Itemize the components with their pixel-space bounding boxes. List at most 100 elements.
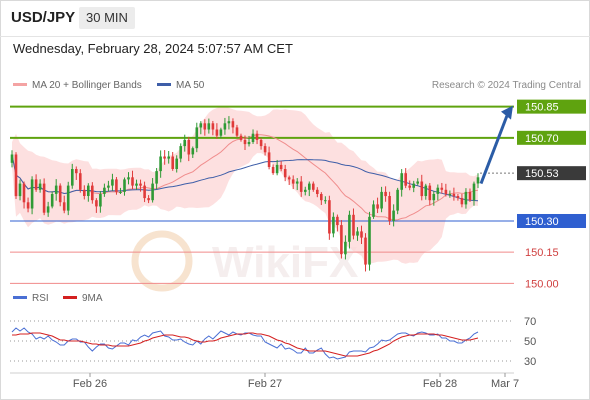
candle-body [111, 179, 114, 186]
candle-body [119, 191, 122, 193]
rsi-swatch-icon [13, 295, 27, 299]
ma9-swatch-icon [63, 295, 77, 299]
candle-body [71, 169, 74, 186]
time-tick-label: Feb 26 [73, 378, 107, 390]
candle-body [396, 189, 399, 211]
forecast-arrow-shaft [479, 115, 509, 185]
watermark-text: WikiFX [212, 238, 358, 287]
candle-body [380, 191, 383, 209]
legend-ma50-label: MA 50 [176, 80, 205, 91]
candle-body [99, 194, 102, 207]
level-label: 150.00 [525, 278, 559, 290]
rsi-tick-label: 30 [524, 356, 536, 368]
candle-body [219, 129, 223, 136]
candle-body [283, 169, 287, 178]
ma50-line [11, 154, 479, 202]
candle-body [324, 200, 327, 202]
bollinger-swatch-icon [13, 82, 27, 86]
rsi-line [11, 327, 479, 360]
candle-body [356, 231, 359, 236]
candle-body [432, 194, 436, 201]
legend-bollinger: MA 20 + Bollinger Bands [13, 80, 142, 91]
candle-body [123, 179, 126, 192]
candle-body [22, 183, 26, 203]
rsi-tick-label: 70 [524, 316, 536, 328]
candle-body [251, 133, 255, 142]
candle-body [316, 189, 319, 194]
forecast-arrowhead-icon [501, 105, 513, 120]
candle-body [295, 181, 299, 184]
candle-body [476, 177, 480, 184]
candle-body [372, 204, 375, 217]
candle-body [34, 179, 38, 190]
candle-body [131, 177, 134, 186]
rsi-ma-line [12, 332, 479, 357]
candle-body [50, 194, 54, 207]
candle-body [46, 206, 50, 213]
candle-body [183, 139, 186, 147]
level-label-box [517, 166, 586, 181]
time-axis: Feb 26 Feb 27 Feb 28 Mar 7 [10, 372, 519, 390]
forecast [479, 105, 513, 185]
level-label: 150.70 [525, 133, 559, 145]
candle-body [328, 200, 331, 234]
candle-body [416, 181, 419, 184]
candle-body [195, 127, 199, 149]
candle-body [275, 164, 279, 174]
candle-body [207, 123, 211, 130]
candle-body [456, 196, 460, 199]
candle-body [30, 179, 34, 209]
candle-body [95, 200, 98, 207]
level-labels: 150.85 150.70 150.53 150.30 150.15 150.00 [517, 99, 586, 290]
candle-body [304, 189, 307, 192]
candle-body [167, 156, 170, 159]
candle-body [348, 214, 351, 242]
candle-body [179, 146, 182, 159]
level-label: 150.30 [525, 216, 559, 228]
candle-body [263, 146, 267, 153]
rsi-panel: 70 50 30 [10, 316, 536, 368]
candle-body [444, 189, 448, 194]
candle-body [75, 169, 78, 174]
candle-body [203, 123, 207, 130]
candle-body [231, 121, 235, 128]
candle-body [408, 185, 411, 188]
candle-body [448, 194, 452, 195]
candle-body [428, 185, 432, 201]
time-tick-label: Mar 7 [491, 378, 519, 390]
timeframe-button[interactable]: 30 MIN [79, 7, 135, 29]
candle-body [384, 191, 387, 197]
candle-body [312, 183, 315, 190]
rsi-tick-label: 50 [524, 336, 536, 348]
chart-datetime: Wednesday, February 28, 2024 5:07:57 AM … [13, 41, 293, 56]
candle-body [420, 181, 424, 197]
candle-body [159, 156, 162, 172]
legend-rsi-label: RSI [32, 293, 49, 304]
candle-body [468, 191, 472, 201]
level-lines [10, 105, 514, 284]
watermark-logo-icon [131, 230, 193, 292]
candle-body [127, 177, 130, 180]
candle-body [135, 183, 138, 186]
candle-body [472, 183, 476, 201]
candle-body [171, 156, 174, 169]
candle-body [139, 183, 142, 186]
level-label-box [517, 213, 586, 228]
candle-body [58, 185, 62, 203]
ma50-swatch-icon [157, 82, 171, 86]
candle-body [271, 166, 275, 174]
level-label-box [517, 130, 586, 145]
candle-body [436, 187, 440, 194]
candle-body [38, 183, 42, 190]
candle-body [66, 185, 70, 211]
candle-body [54, 185, 58, 194]
legend-rsi: RSI [13, 293, 49, 304]
level-label-box [517, 99, 586, 114]
candle-body [107, 185, 110, 188]
candle-body [103, 187, 106, 194]
chart-header: USD/JPY 30 MIN [0, 0, 590, 37]
candle-body [143, 185, 146, 199]
candle-body [464, 191, 468, 205]
legend-9ma-label: 9MA [82, 293, 103, 304]
candle-body [460, 198, 464, 205]
